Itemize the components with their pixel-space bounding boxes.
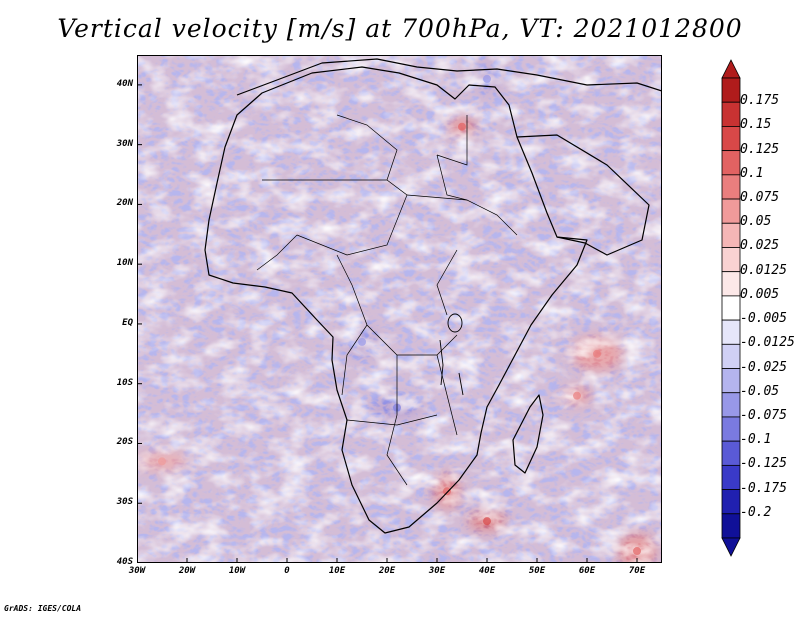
x-tick-label: 40E: [478, 566, 496, 576]
colorbar-bin: [721, 247, 741, 273]
anomaly-core: [633, 547, 641, 556]
europe-coastline: [236, 58, 662, 96]
y-tick-label: 30S: [116, 497, 133, 508]
anomaly-core: [458, 122, 466, 131]
colorbar-label: 0.0125: [740, 262, 787, 278]
africa-coastline: [204, 66, 588, 534]
anomaly-core: [158, 457, 166, 466]
colorbar-label: -0.2: [740, 504, 772, 520]
colorbar-label: 0.025: [740, 238, 780, 254]
x-tick-label: 0: [284, 566, 290, 576]
colorbar-bin: [721, 174, 741, 200]
colorbar-bin: [721, 126, 741, 152]
colorbar-bin: [721, 271, 741, 297]
velocity-field-map[interactable]: [137, 55, 662, 563]
colorbar-label: -0.075: [740, 407, 787, 423]
madagascar-coastline: [512, 394, 544, 474]
y-tick-label: EQ: [122, 317, 133, 328]
credit-text: GrADS: IGES/COLA: [4, 604, 82, 613]
y-tick-label: 10N: [116, 258, 133, 269]
coastlines: [204, 58, 662, 534]
x-tick-label: 70E: [628, 566, 646, 576]
anomaly-core: [483, 74, 491, 83]
colorbar-label: 0.125: [740, 141, 780, 157]
y-tick-label: 10S: [116, 377, 133, 388]
y-tick-label: 40S: [116, 557, 133, 567]
lakes: [439, 313, 464, 396]
colorbar-bin: [721, 319, 741, 345]
x-tick-label: 30W: [128, 566, 146, 576]
arabian-peninsula-coastline: [516, 134, 650, 256]
colorbar-label: 0.075: [740, 190, 780, 206]
colorbar-label: -0.1: [740, 432, 772, 448]
y-tick-label: 20N: [116, 198, 133, 209]
y-tick-label: 40N: [116, 78, 133, 89]
colorbar-bin: [721, 295, 741, 321]
colorbar-label: 0.175: [740, 93, 780, 109]
colorbar-bin: [721, 101, 741, 127]
colorbar-bottom-arrow: [721, 537, 741, 557]
y-tick-label: 30N: [116, 138, 133, 149]
colorbar-label: -0.125: [740, 456, 787, 472]
x-tick-label: 20E: [378, 566, 396, 576]
x-tick-label: 50E: [528, 566, 546, 576]
colorbar: [721, 59, 741, 557]
colorbar-bin: [721, 464, 741, 490]
colorbar-label: -0.0125: [740, 335, 795, 351]
colorbar-bin: [721, 489, 741, 515]
colorbar-label: -0.025: [740, 359, 787, 375]
anomaly-core: [483, 517, 491, 526]
colorbar-top-arrow: [721, 59, 741, 79]
x-tick-label: 30E: [428, 566, 446, 576]
colorbar-bin: [721, 222, 741, 248]
colorbar-bin: [721, 392, 741, 418]
map-panel: [137, 55, 662, 563]
colorbar-label: 0.005: [740, 286, 780, 302]
anomaly-core: [573, 391, 581, 400]
country-borders: [256, 114, 518, 486]
colorbar-bin: [721, 513, 741, 539]
colorbar-label: -0.175: [740, 480, 787, 496]
map-title: Vertical velocity [m/s] at 700hPa, VT: 2…: [57, 14, 743, 43]
x-tick-label: 20W: [178, 566, 196, 576]
colorbar-label: 0.15: [740, 117, 772, 133]
anomaly-core: [593, 349, 601, 358]
x-tick-label: 10W: [228, 566, 246, 576]
colorbar-label: 0.05: [740, 214, 772, 230]
colorbar-bin: [721, 343, 741, 369]
colorbar-bin: [721, 198, 741, 224]
anomaly-core: [443, 487, 451, 496]
colorbar-bin: [721, 150, 741, 176]
colorbar-label: -0.005: [740, 311, 787, 327]
colorbar-label: -0.05: [740, 383, 780, 399]
map-frame: [137, 55, 662, 563]
anomaly-core: [358, 337, 366, 346]
field-texture-white: [137, 55, 662, 563]
x-tick-label: 60E: [578, 566, 596, 576]
colorbar-bin: [721, 77, 741, 103]
colorbar-label: 0.1: [740, 165, 764, 181]
colorbar-bin: [721, 440, 741, 466]
colorbar-bin: [721, 368, 741, 394]
y-tick-label: 20S: [116, 437, 133, 448]
colorbar-bin: [721, 416, 741, 442]
x-tick-label: 10E: [328, 566, 346, 576]
